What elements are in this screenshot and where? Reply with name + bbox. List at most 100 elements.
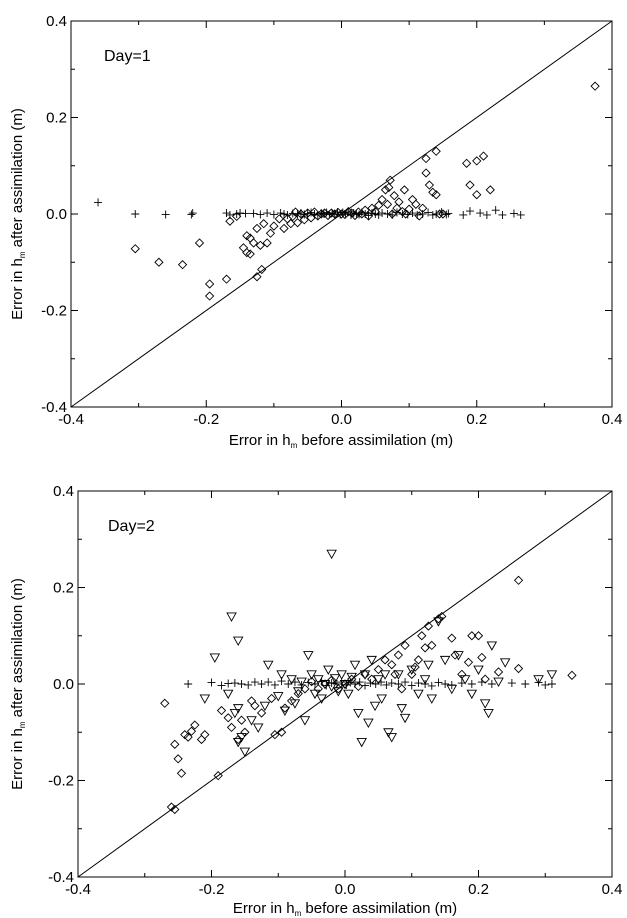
data-point-triangle <box>359 670 371 680</box>
data-point-diamond <box>204 279 215 289</box>
data-point-plus <box>534 678 543 687</box>
data-point-diamond <box>226 722 237 733</box>
data-point-triangle <box>439 655 451 666</box>
data-point-triangle <box>343 689 354 700</box>
data-point-triangle <box>279 706 291 716</box>
data-point-plus <box>516 210 525 219</box>
y-axis: -0.4 -0.2 0.0 0.2 0.4 <box>48 483 612 886</box>
data-point-diamond <box>288 211 298 222</box>
data-point-diamond <box>216 705 227 716</box>
data-point-diamond <box>313 211 323 221</box>
data-point-diamond <box>367 674 377 684</box>
y-tick-label: -0.2 <box>41 303 67 320</box>
data-point-triangle <box>383 728 394 738</box>
data-point-triangle <box>259 701 271 712</box>
data-point-diamond <box>385 175 395 185</box>
data-point-plus <box>264 678 273 687</box>
data-point-diamond <box>363 211 374 221</box>
data-point-diamond <box>567 670 577 680</box>
data-point-plus <box>232 210 241 218</box>
data-point-diamond <box>404 204 414 214</box>
panel-label: Day=1 <box>104 48 151 65</box>
data-point-diamond <box>400 640 410 651</box>
data-point-triangle <box>486 641 498 651</box>
data-point-triangle <box>473 665 484 675</box>
y-tick-label: -0.4 <box>41 399 67 416</box>
data-point-diamond <box>299 215 309 225</box>
data-point-plus <box>401 678 410 687</box>
data-point-plus <box>241 209 250 218</box>
data-point-diamond <box>265 228 276 238</box>
data-point-plus <box>387 679 396 688</box>
data-point-plus <box>188 209 197 218</box>
panel-label: Day=2 <box>108 518 155 535</box>
data-point-plus <box>428 210 437 219</box>
chart-panel-day-2: Day=2 -0.4 -0.2 0.0 0.2 0.4 -0.4 -0.2 0.0 0.2 0.… <box>9 483 622 918</box>
data-point-diamond <box>154 257 164 267</box>
y-axis-title-prefix: Error in h <box>9 258 26 320</box>
data-point-diamond <box>353 681 363 692</box>
data-point-plus <box>467 680 476 688</box>
data-point-diamond <box>177 260 188 270</box>
data-point-plus <box>244 680 253 689</box>
data-point-diamond <box>176 768 187 778</box>
data-point-diamond <box>221 274 232 284</box>
data-point-plus <box>207 678 216 687</box>
data-point-plus <box>498 210 507 219</box>
data-point-triangle <box>226 612 237 622</box>
data-point-triangle <box>303 651 314 661</box>
data-point-plus <box>491 206 500 215</box>
data-point-diamond <box>327 675 337 685</box>
data-point-triangle <box>232 737 244 748</box>
data-point-diamond <box>330 209 340 219</box>
x-axis: -0.4 -0.2 0.0 0.2 0.4 <box>65 491 622 898</box>
data-point-diamond <box>250 701 260 711</box>
data-point-triangle <box>319 680 331 690</box>
data-point-diamond <box>420 643 430 653</box>
data-point-plus <box>427 681 436 690</box>
data-point-diamond <box>242 247 252 258</box>
data-point-triangle <box>419 675 431 685</box>
data-points <box>94 81 600 301</box>
data-point-diamond <box>183 732 193 742</box>
data-point-diamond <box>387 209 397 219</box>
data-point-diamond <box>306 676 317 687</box>
data-point-diamond <box>467 631 477 641</box>
chart-panel-day-1: Day=1 -0.4 -0.2 0.0 0.2 0.4 -0.4 -0.2 0.0 0.2 0.… <box>9 13 622 450</box>
data-point-diamond <box>223 713 233 723</box>
data-point-diamond <box>390 669 400 679</box>
data-point-plus <box>230 679 239 688</box>
x-axis-title-subscript: m <box>291 441 298 450</box>
y-axis-title: Error in hm after assimilation (m) <box>9 578 27 790</box>
data-point-diamond <box>513 663 524 674</box>
data-point-triangle <box>232 704 244 714</box>
data-point-diamond <box>389 191 399 201</box>
data-point-plus <box>482 210 491 219</box>
data-point-plus <box>547 680 556 688</box>
data-point-plus <box>476 209 485 218</box>
data-point-plus <box>184 680 193 688</box>
data-point-diamond <box>463 657 474 667</box>
data-point-diamond <box>238 243 249 253</box>
data-point-triangle <box>376 694 387 704</box>
x-tick-label: -0.2 <box>193 411 219 428</box>
reference-line <box>77 490 613 878</box>
data-point-triangle <box>399 713 411 724</box>
x-tick-label: 0.4 <box>602 881 623 898</box>
data-point-diamond <box>196 734 207 745</box>
data-point-plus <box>459 210 468 219</box>
data-point-triangle <box>433 617 444 627</box>
y-tick-label: 0.4 <box>46 13 67 30</box>
data-point-diamond <box>392 203 402 213</box>
x-axis-title-subscript: m <box>295 909 302 918</box>
data-point-diamond <box>380 185 391 195</box>
x-tick-label: -0.4 <box>65 881 91 898</box>
data-point-diamond <box>423 621 434 631</box>
y-tick-label: -0.2 <box>48 773 74 790</box>
data-point-plus <box>187 210 196 219</box>
data-point-diamond <box>434 209 445 219</box>
x-axis-title-prefix: Error in h <box>233 900 295 917</box>
data-point-diamond <box>413 655 424 665</box>
data-point-triangle <box>209 653 221 663</box>
data-point-diamond <box>269 221 279 231</box>
